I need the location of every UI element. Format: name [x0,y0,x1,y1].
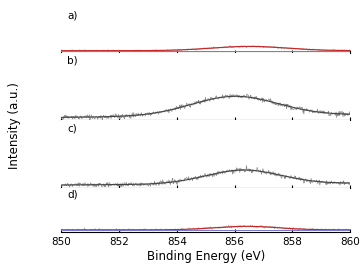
Text: d): d) [67,189,78,199]
Text: c): c) [67,123,77,133]
Text: b): b) [67,56,78,66]
Text: a): a) [67,10,78,20]
Text: Intensity (a.u.): Intensity (a.u.) [8,83,21,169]
X-axis label: Binding Energy (eV): Binding Energy (eV) [147,250,265,263]
